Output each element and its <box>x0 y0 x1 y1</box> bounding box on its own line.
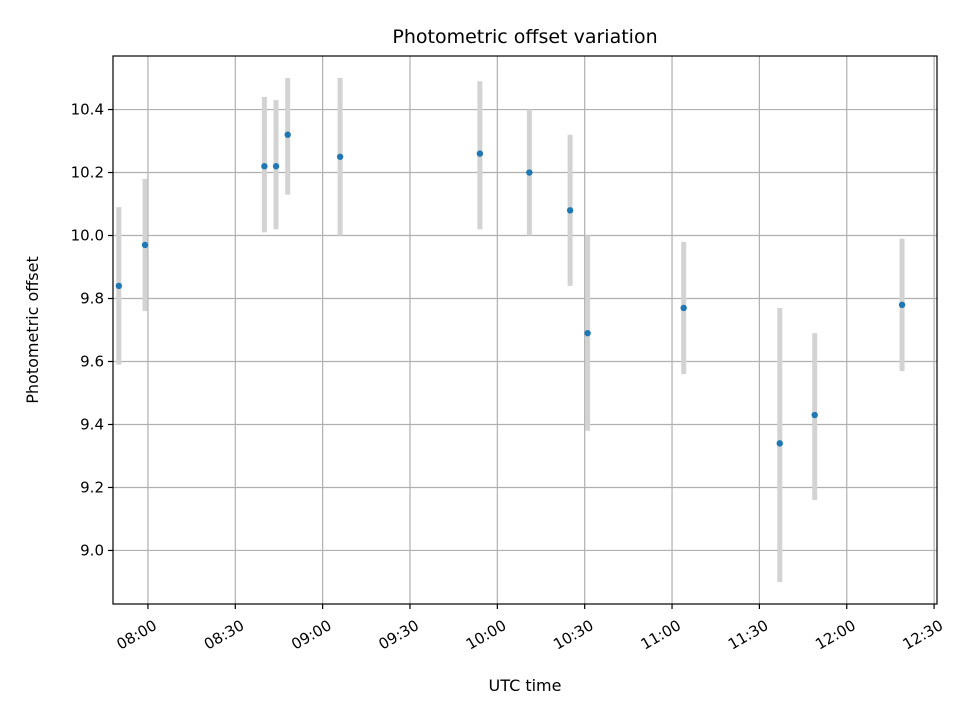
y-tick-label: 10.0 <box>71 227 104 245</box>
data-point <box>476 150 484 157</box>
data-point <box>115 282 123 290</box>
data-point <box>680 304 687 312</box>
y-axis-title: Photometric offset <box>23 256 42 404</box>
x-axis-title: UTC time <box>489 676 562 695</box>
data-point <box>526 169 533 176</box>
y-tick-label: 9.8 <box>80 290 104 308</box>
data-point <box>141 241 149 249</box>
data-point <box>898 301 906 309</box>
data-point <box>776 440 783 447</box>
data-point <box>284 131 291 138</box>
data-points <box>115 131 906 447</box>
y-tick-label: 9.6 <box>80 352 104 370</box>
plot-area-frame <box>112 55 938 605</box>
data-point <box>272 163 280 170</box>
data-point <box>566 207 574 214</box>
y-tick-label: 9.0 <box>80 541 104 559</box>
data-point <box>584 329 591 337</box>
y-tick-label: 10.4 <box>71 101 104 119</box>
data-point <box>336 153 344 160</box>
data-point <box>811 411 818 419</box>
y-tick-label: 10.2 <box>71 164 104 182</box>
grid <box>113 56 937 604</box>
y-tick-label: 9.4 <box>80 415 104 433</box>
chart-title: Photometric offset variation <box>392 26 657 48</box>
y-tick-label: 9.2 <box>80 478 104 496</box>
data-point <box>261 163 268 170</box>
